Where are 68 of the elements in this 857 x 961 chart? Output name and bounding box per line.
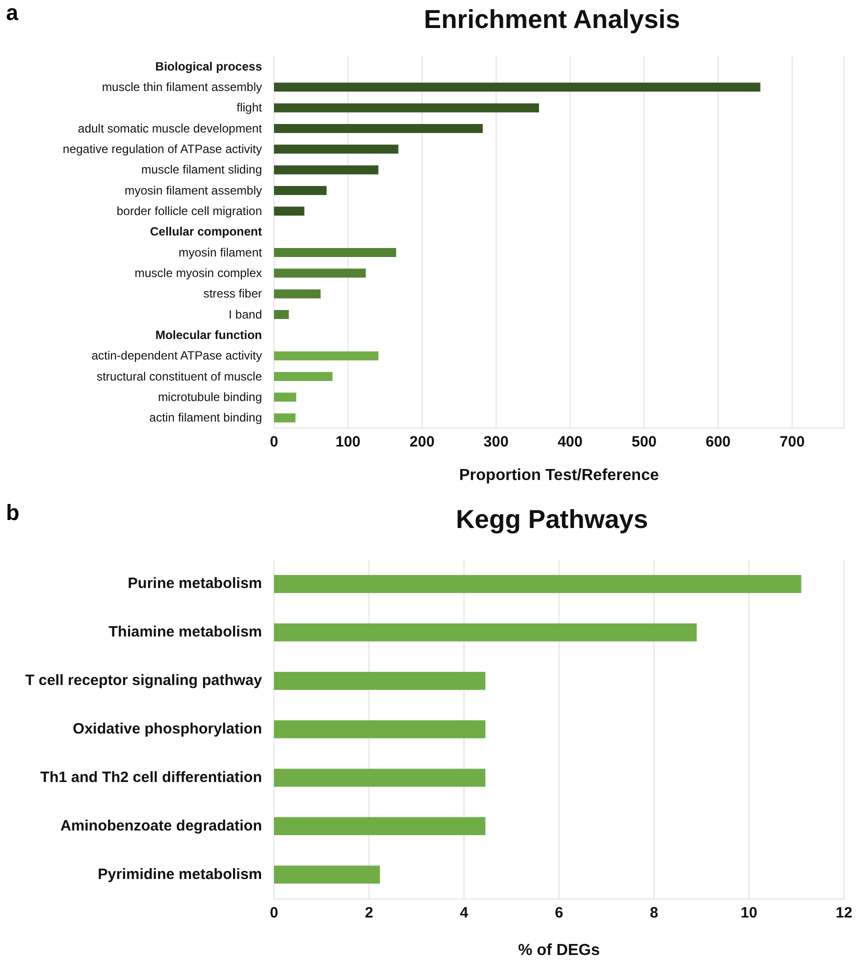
bar <box>274 124 483 133</box>
x-tick-label: 500 <box>632 434 657 451</box>
x-tick-label: 4 <box>460 904 469 922</box>
x-tick-label: 0 <box>270 904 278 922</box>
bar <box>274 768 486 787</box>
x-tick-label: 100 <box>336 434 361 451</box>
bar <box>274 248 396 257</box>
y-tick-label: muscle thin filament assembly <box>102 80 262 94</box>
bar <box>274 575 802 593</box>
y-tick-label: Aminobenzoate degradation <box>60 817 262 834</box>
bar <box>274 310 289 319</box>
y-tick-label: Purine metabolism <box>128 575 262 592</box>
y-tick-label: adult somatic muscle development <box>78 121 263 136</box>
y-tick-label: microtubule binding <box>158 390 262 404</box>
x-tick-label: 300 <box>484 434 509 451</box>
bar <box>274 82 760 92</box>
y-tick-label: muscle filament sliding <box>141 162 262 177</box>
y-tick-label: muscle myosin complex <box>134 266 262 280</box>
text: a <box>6 0 18 26</box>
x-tick-label: 10 <box>740 904 758 922</box>
bar <box>274 672 486 690</box>
y-tick-label: actin-dependent ATPase activity <box>91 348 262 363</box>
bar <box>274 186 327 195</box>
bar <box>274 866 380 884</box>
x-tick-label: 200 <box>410 434 435 451</box>
bar <box>274 103 540 112</box>
bar <box>274 144 398 154</box>
x-tick-label: 8 <box>650 904 658 922</box>
bar <box>274 268 366 278</box>
x-tick-label: 600 <box>706 434 731 451</box>
chart-title: Enrichment Analysis <box>422 4 682 35</box>
bar <box>274 392 296 402</box>
y-tick-label: myosin filament <box>178 245 263 260</box>
bar <box>274 720 486 738</box>
y-tick-label: T cell receptor signaling pathway <box>25 672 263 690</box>
y-tick-label: border follicle cell migration <box>116 204 262 218</box>
bar <box>274 289 321 298</box>
bar <box>274 165 378 174</box>
x-tick-label: 12 <box>836 904 852 922</box>
text: b <box>6 500 20 526</box>
x-tick-label: 2 <box>364 904 374 922</box>
y-tick-label: structural constituent of muscle <box>96 369 262 384</box>
y-tick-label: Th1 and Th2 cell differentiation <box>40 768 262 786</box>
y-tick-label: myosin filament assembly <box>124 183 262 198</box>
y-tick-label: actin filament binding <box>149 410 262 425</box>
x-tick-label: 400 <box>558 434 583 451</box>
y-tick-label: flight <box>236 100 263 115</box>
y-tick-label: stress fiber <box>203 286 262 301</box>
bar <box>274 623 697 642</box>
x-tick-label: 6 <box>554 904 564 922</box>
bar <box>274 817 486 836</box>
bar <box>274 372 332 381</box>
y-tick-label: Molecular function <box>155 328 262 342</box>
y-tick-label: Oxidative phosphorylation <box>72 720 262 738</box>
x-tick-label: 0 <box>270 434 278 451</box>
y-tick-label: I band <box>228 307 262 322</box>
y-tick-label: negative regulation of ATPase activity <box>62 142 262 156</box>
bar <box>274 351 378 360</box>
chart-title: Kegg Pathways <box>454 504 650 535</box>
x-axis-title: % of DEGs <box>518 942 600 959</box>
bar <box>274 413 296 422</box>
y-tick-label: Thiamine metabolism <box>108 624 262 641</box>
x-tick-label: 700 <box>780 434 805 451</box>
y-tick-label: Pyrimidine metabolism <box>98 866 262 883</box>
y-tick-label: Cellular component <box>150 224 262 239</box>
bar <box>274 206 304 216</box>
x-axis-title: Proportion Test/Reference <box>459 467 659 484</box>
y-tick-label: Biological process <box>155 59 262 74</box>
